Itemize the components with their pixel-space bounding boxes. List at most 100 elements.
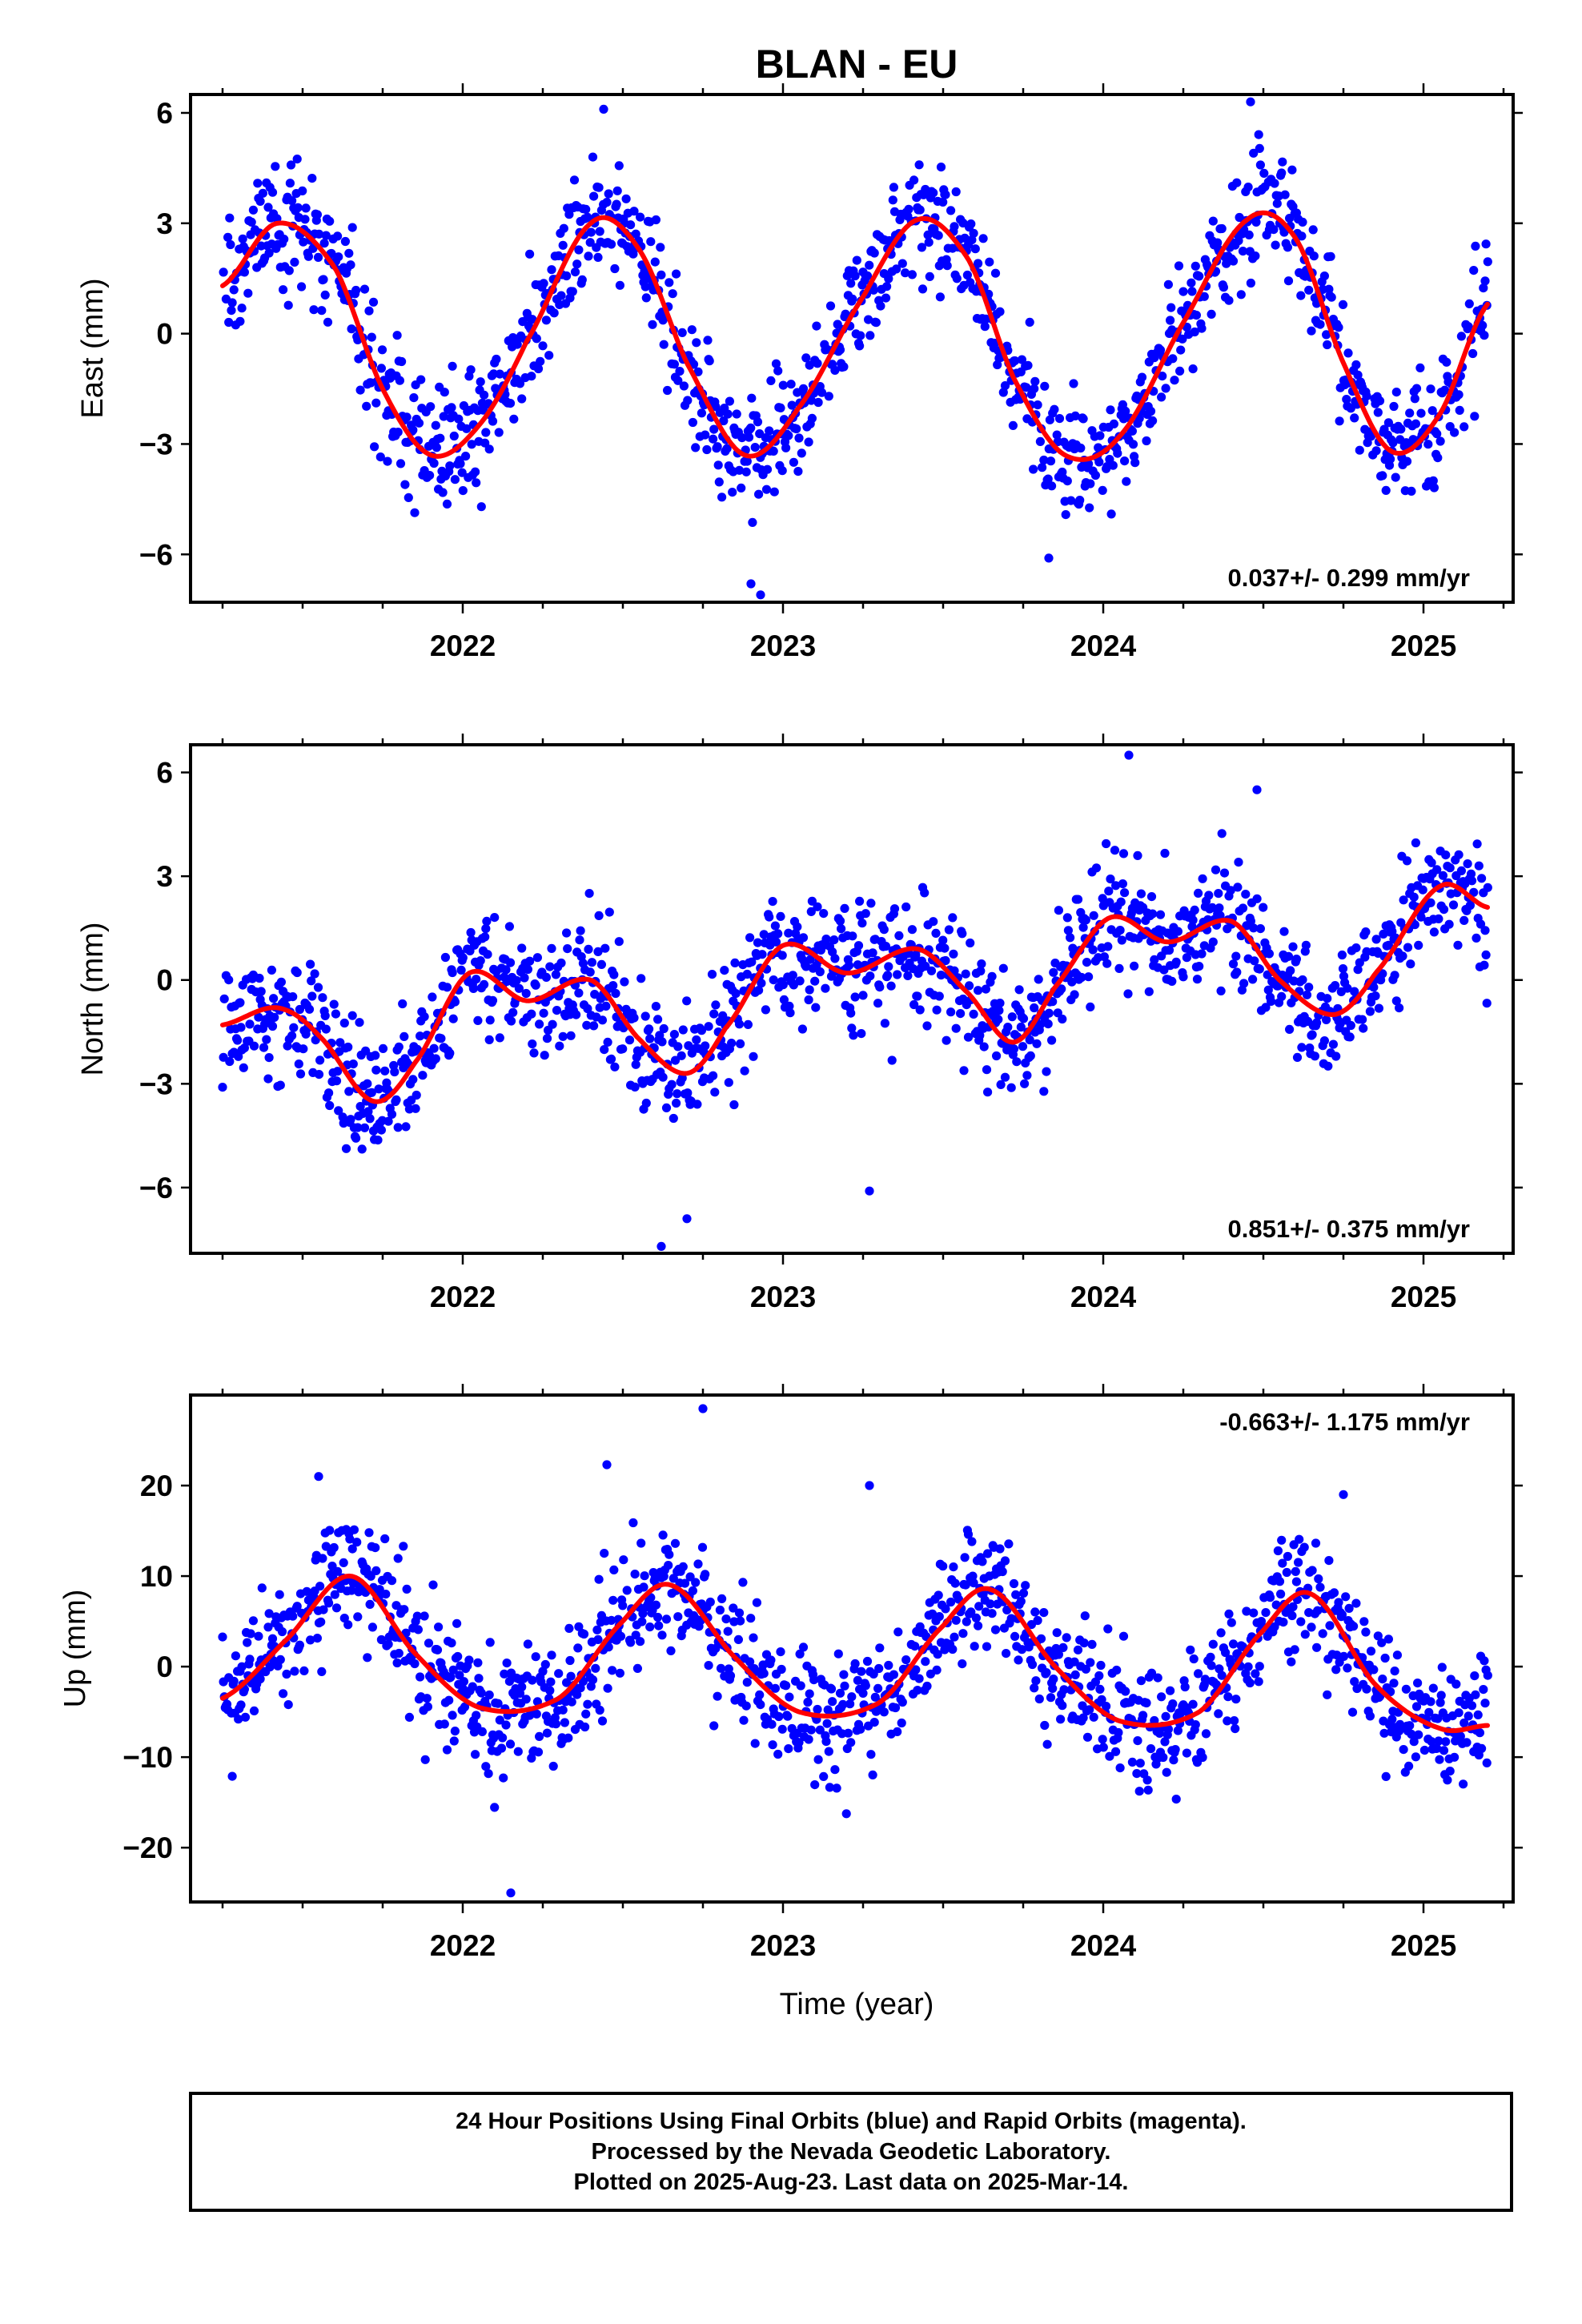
data-point <box>285 179 295 188</box>
data-point <box>472 478 481 488</box>
data-point <box>1334 323 1343 332</box>
data-point <box>314 229 324 239</box>
data-point <box>429 1043 439 1053</box>
data-point <box>853 1675 862 1685</box>
data-point <box>958 1629 968 1638</box>
data-point <box>661 1103 672 1112</box>
data-point <box>693 367 703 376</box>
data-point <box>618 1601 628 1610</box>
data-point <box>1471 1690 1480 1699</box>
data-point <box>1086 1658 1095 1667</box>
data-point <box>397 356 407 367</box>
data-point <box>527 1009 536 1019</box>
data-point <box>595 227 604 236</box>
data-point <box>1207 309 1216 319</box>
data-point <box>290 257 299 267</box>
data-point <box>626 1638 636 1647</box>
data-point <box>595 1705 604 1715</box>
data-point <box>866 1750 876 1759</box>
data-point <box>309 305 319 315</box>
data-point <box>683 396 693 405</box>
data-point <box>1066 933 1075 943</box>
data-point <box>956 1009 966 1019</box>
data-point <box>944 925 954 935</box>
data-point <box>1300 1630 1310 1639</box>
data-point <box>1148 909 1158 919</box>
data-point <box>653 1612 663 1622</box>
data-point <box>871 318 881 328</box>
data-point <box>913 1686 922 1695</box>
data-point <box>921 1657 930 1667</box>
data-point <box>994 1006 1004 1015</box>
data-point <box>544 351 554 360</box>
data-point <box>1283 276 1294 286</box>
data-point <box>325 216 335 226</box>
data-point <box>1398 951 1407 961</box>
data-point <box>1082 1732 1093 1742</box>
data-point <box>1391 996 1401 1006</box>
data-point <box>1373 408 1383 417</box>
data-point <box>1427 406 1437 416</box>
data-point <box>850 271 860 281</box>
data-point <box>1070 411 1080 421</box>
data-point <box>915 205 925 215</box>
data-point <box>429 458 439 468</box>
data-point <box>883 971 893 980</box>
data-point <box>1233 883 1243 892</box>
data-point <box>946 206 956 215</box>
data-point <box>596 959 607 969</box>
data-point <box>1232 178 1242 187</box>
data-point <box>1033 400 1042 410</box>
data-point <box>1030 1683 1039 1693</box>
data-point <box>830 954 840 963</box>
data-point <box>448 1665 458 1675</box>
data-point <box>1173 1726 1182 1735</box>
data-point <box>786 380 796 389</box>
data-point <box>1271 240 1280 250</box>
data-point <box>1138 1711 1148 1720</box>
data-point <box>1133 850 1142 860</box>
data-point <box>523 1639 533 1649</box>
data-point <box>746 423 756 433</box>
data-point <box>1444 919 1454 929</box>
data-point <box>1416 912 1426 922</box>
data-point <box>666 1646 676 1655</box>
data-point <box>787 400 797 410</box>
data-point <box>1231 1724 1240 1734</box>
data-point <box>498 1733 508 1743</box>
data-point <box>1319 271 1329 281</box>
data-point <box>856 1724 865 1734</box>
data-point <box>558 1705 568 1715</box>
data-point <box>515 379 525 388</box>
data-point <box>594 911 604 920</box>
data-point <box>809 1675 819 1685</box>
data-point <box>841 309 850 319</box>
data-point <box>915 1005 925 1015</box>
data-point <box>1094 457 1104 467</box>
data-point <box>1435 1698 1445 1707</box>
data-point <box>1277 991 1287 1001</box>
data-point <box>339 1614 349 1623</box>
data-point <box>771 937 781 947</box>
data-point <box>1217 829 1227 838</box>
data-point <box>580 1722 590 1732</box>
data-point <box>769 446 778 456</box>
data-point <box>321 231 331 240</box>
data-point <box>844 961 854 971</box>
data-point <box>963 1530 974 1539</box>
data-point <box>1381 485 1391 496</box>
data-point <box>411 1104 420 1113</box>
data-point <box>1164 945 1174 955</box>
data-point <box>1379 929 1388 939</box>
data-point <box>727 1039 737 1048</box>
data-point <box>1162 1767 1171 1777</box>
data-point <box>909 999 919 1010</box>
data-point <box>669 1113 678 1124</box>
data-point <box>538 1667 548 1676</box>
data-point <box>292 1602 302 1611</box>
data-point <box>256 987 266 996</box>
data-point <box>756 590 765 600</box>
data-point <box>399 1542 408 1551</box>
data-point <box>1423 440 1433 449</box>
y-tick-label: −10 <box>122 1741 173 1774</box>
